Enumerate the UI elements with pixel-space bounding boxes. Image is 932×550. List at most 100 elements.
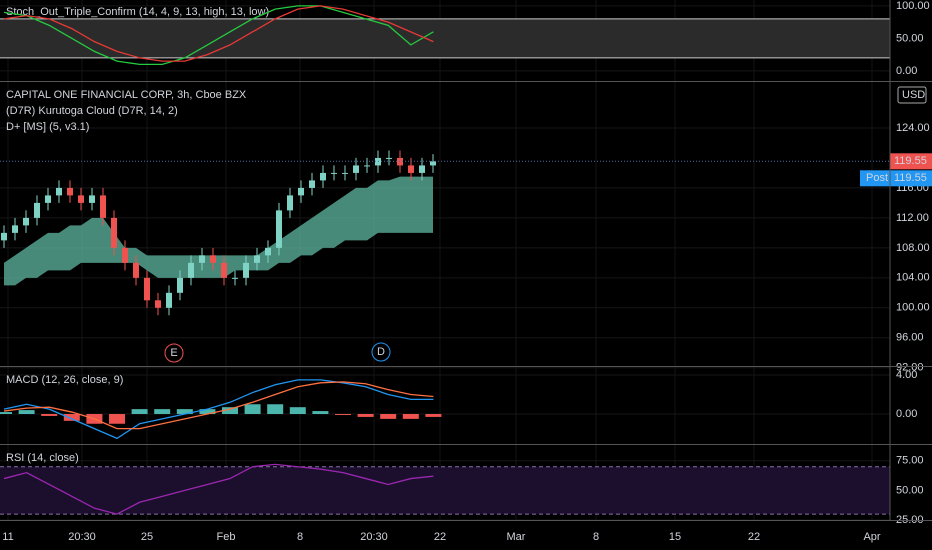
candle-body — [430, 161, 436, 166]
histogram-bar — [154, 409, 171, 415]
y-tick-label: 104.00 — [896, 272, 930, 284]
candle-body — [1, 232, 7, 241]
histogram-bar — [18, 410, 35, 415]
event-label: D — [377, 346, 385, 358]
y-tick-label: 112.00 — [896, 212, 929, 224]
cloud — [4, 176, 433, 286]
x-tick-label: Mar — [507, 531, 526, 543]
pane-title: Stoch_Out_Triple_Confirm (14, 4, 9, 13, … — [6, 6, 269, 18]
event-marker — [371, 342, 391, 362]
candle-body — [342, 172, 348, 174]
candle-body — [166, 292, 172, 308]
y-tick-label: 96.00 — [896, 332, 924, 344]
post-label: Post — [866, 172, 888, 184]
candle-body — [276, 210, 282, 248]
candle-body — [298, 187, 304, 196]
histogram-bar — [357, 414, 374, 417]
histogram-bar — [289, 407, 306, 415]
pane-title: MACD (12, 26, close, 9) — [6, 374, 123, 386]
candle-body — [144, 277, 150, 301]
candle-body — [155, 300, 161, 308]
x-tick-label: Apr — [863, 531, 880, 543]
x-tick-label: 8 — [297, 531, 303, 543]
x-tick-label: 20:30 — [360, 531, 388, 543]
y-tick-label: 124.00 — [896, 122, 930, 134]
event-label: E — [170, 347, 177, 359]
candle-body — [56, 187, 62, 196]
candle-body — [23, 217, 29, 226]
histogram-bar — [41, 414, 58, 416]
pane-title: CAPITAL ONE FINANCIAL CORP, 3h, Cboe BZX — [6, 89, 247, 101]
histogram-bar — [425, 414, 442, 417]
y-tick-label: 50.00 — [896, 484, 924, 496]
candle-body — [133, 262, 139, 278]
candle-body — [177, 277, 183, 293]
post-price: 119.55 — [894, 172, 927, 184]
series-line — [3, 381, 434, 430]
x-tick-label: 8 — [593, 531, 599, 543]
x-tick-label: 15 — [669, 531, 681, 543]
indicator-title: D+ [MS] (5, v3.1) — [6, 121, 89, 133]
currency-box — [897, 86, 927, 104]
series-line — [3, 379, 434, 440]
series-line — [3, 5, 434, 66]
candle-body — [309, 180, 315, 188]
y-tick-label: 75.00 — [896, 455, 924, 467]
histogram-bar — [176, 409, 193, 415]
x-tick-label: Feb — [217, 531, 236, 543]
candle-body — [221, 262, 227, 278]
candle-body — [210, 255, 216, 263]
candle-body — [353, 165, 359, 173]
indicator-title: (D7R) Kurutoga Cloud (D7R, 14, 2) — [6, 105, 178, 117]
candle-body — [89, 195, 95, 203]
pane-title: RSI (14, close) — [6, 452, 79, 464]
y-tick-label: 0.00 — [896, 65, 917, 77]
histogram-bar — [380, 414, 397, 419]
candle-body — [320, 172, 326, 181]
band — [0, 18, 890, 58]
y-tick-label: 4.00 — [896, 369, 917, 381]
candle-body — [243, 262, 249, 278]
series-line — [3, 463, 434, 515]
y-tick-label: 92.00 — [896, 362, 924, 374]
y-tick-label: 100.00 — [896, 302, 930, 314]
histogram-bar — [222, 407, 238, 415]
histogram-bar — [244, 404, 261, 415]
x-tick-label: 20:30 — [68, 531, 96, 543]
y-tick-label: 108.00 — [896, 242, 930, 254]
candle-body — [265, 247, 271, 256]
histogram-bar — [109, 414, 125, 424]
y-tick-label: 25.00 — [896, 514, 924, 526]
series-line — [3, 5, 434, 62]
histogram-bar — [267, 404, 284, 415]
candle-body — [111, 217, 117, 248]
candle-body — [12, 225, 18, 233]
y-tick-label: 0.00 — [896, 408, 917, 420]
band — [0, 466, 890, 515]
candle-body — [78, 195, 84, 203]
x-tick-label: 25 — [141, 531, 153, 543]
currency: USD — [902, 89, 925, 101]
y-tick-label: 50.00 — [896, 32, 924, 44]
histogram-bar — [312, 411, 329, 415]
candle-body — [232, 277, 238, 279]
histogram-bar — [199, 409, 216, 415]
candle-body — [386, 157, 392, 159]
candle-body — [331, 172, 337, 174]
histogram-bar — [402, 414, 419, 419]
x-tick-label: 22 — [748, 531, 760, 543]
candle-body — [254, 255, 260, 263]
histogram-bar — [335, 414, 351, 415]
x-tick-label: 22 — [434, 531, 446, 543]
candle-body — [199, 255, 205, 263]
candle-body — [122, 247, 128, 263]
candle-body — [419, 165, 425, 173]
candle-body — [408, 165, 414, 173]
post-tag — [860, 170, 932, 187]
event-marker — [164, 343, 184, 363]
histogram-bar — [63, 414, 80, 421]
candle-body — [364, 165, 370, 167]
histogram-bar — [131, 409, 148, 415]
candle-body — [67, 187, 73, 196]
